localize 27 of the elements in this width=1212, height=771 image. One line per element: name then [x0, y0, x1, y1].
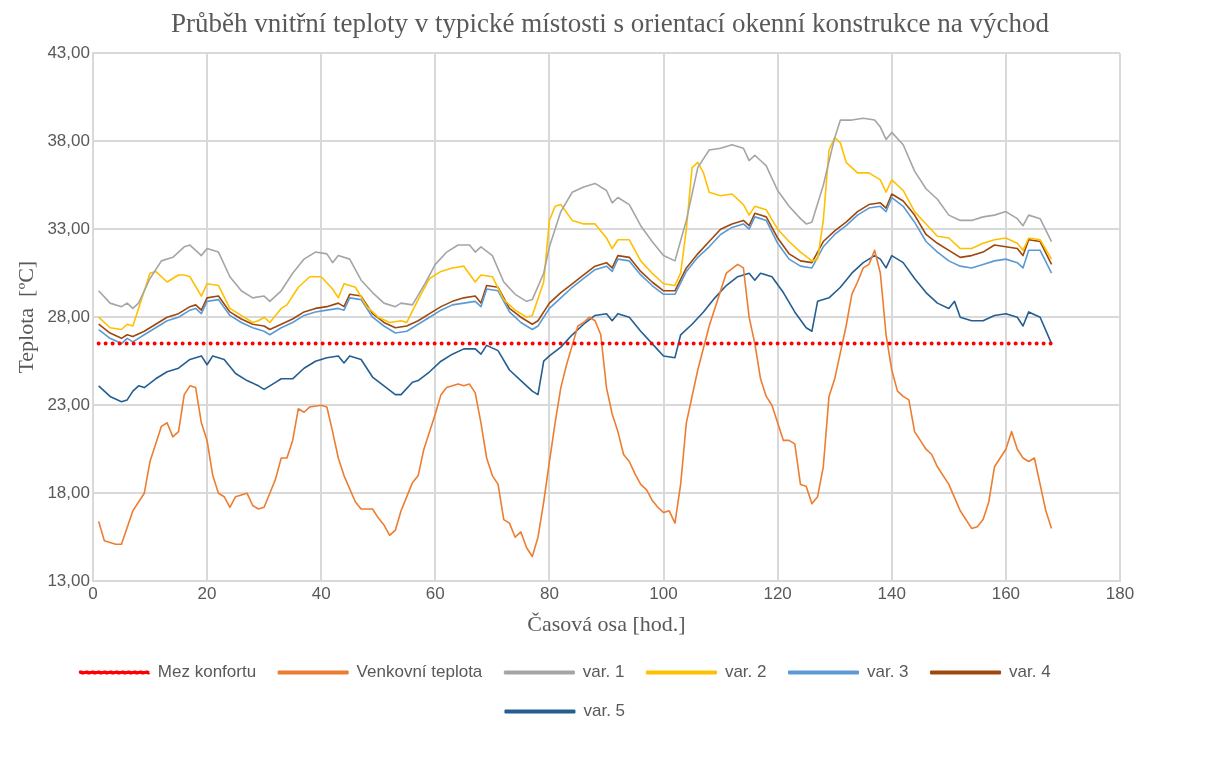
legend-label: Mez konfortu — [157, 662, 257, 682]
y-tick-label: 28,00 — [47, 306, 90, 326]
x-tick-label: 0 — [88, 584, 98, 604]
legend-label: var. 4 — [1009, 662, 1051, 682]
x-tick-label: 180 — [1105, 584, 1135, 604]
chart-title: Průběh vnitřní teploty v typické místosti s orientací okenní konstrukce na východ — [169, 7, 1051, 40]
x-tick-label: 160 — [991, 584, 1021, 604]
legend-label: var. 1 — [582, 662, 625, 682]
y-tick-label: 33,00 — [47, 218, 90, 238]
legend-label: var. 2 — [724, 662, 767, 682]
x-tick-label: 60 — [425, 584, 445, 604]
legend-label: var. 5 — [583, 701, 626, 721]
y-tick-label: 18,00 — [47, 482, 90, 502]
y-axis-title: Teplota [ºC] — [12, 260, 38, 374]
legend-label: Venkovní teplota — [356, 662, 483, 682]
x-tick-label: 40 — [311, 584, 331, 604]
y-tick-label: 43,00 — [47, 42, 90, 62]
x-tick-label: 80 — [539, 584, 559, 604]
y-tick-label: 13,00 — [47, 570, 90, 590]
y-tick-label: 23,00 — [47, 394, 90, 414]
y-tick-label: 38,00 — [47, 130, 90, 150]
x-tick-label: 120 — [763, 584, 792, 604]
x-tick-label: 100 — [649, 584, 678, 604]
x-tick-label: 140 — [877, 584, 906, 604]
x-tick-label: 20 — [197, 584, 217, 604]
x-axis-title: Časová osa [hod.] — [527, 610, 686, 636]
legend-label: var. 3 — [866, 662, 909, 682]
